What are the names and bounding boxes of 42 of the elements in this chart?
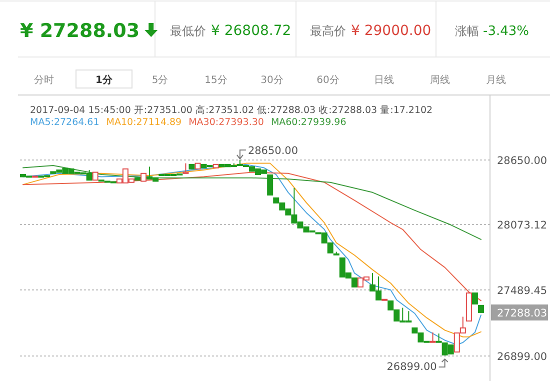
candlestick	[472, 292, 478, 304]
text: 15分	[204, 74, 228, 86]
candlestick	[140, 172, 147, 182]
text: 日线	[374, 74, 394, 86]
y-tick-label: 27489.45	[497, 284, 548, 297]
text: 60分	[316, 74, 340, 86]
text: 5分	[152, 74, 168, 86]
annotation: 26899.00	[386, 361, 437, 374]
candlestick	[478, 304, 484, 313]
candlestick	[194, 162, 201, 170]
text: -3.43%	[483, 24, 529, 39]
text: ¥ 26808.72	[211, 23, 292, 39]
candlestick	[134, 177, 141, 181]
candlestick	[267, 174, 274, 196]
candlestick	[430, 332, 436, 343]
text: 涨幅	[455, 24, 479, 38]
candlestick	[466, 292, 472, 322]
text: MA5:27264.61	[30, 117, 100, 128]
text: 最低价	[170, 24, 206, 38]
text: MA10:27114.89	[106, 117, 182, 128]
candlestick	[212, 164, 219, 168]
text: 月线	[486, 74, 506, 86]
text: 30分	[260, 74, 284, 86]
line-series	[22, 172, 482, 302]
y-tick-label: 26899.00	[497, 351, 548, 364]
line-series	[22, 165, 482, 240]
text: 周线	[430, 74, 450, 86]
candlestick	[188, 164, 195, 170]
y-tick-label: 28073.12	[497, 220, 548, 232]
candlestick	[182, 162, 189, 174]
text: ¥ 27288.03	[20, 20, 140, 42]
text: 27288.03	[497, 307, 548, 320]
text: 2017-09-04 15:45:00 开:27351.00 高:27351.02 低:27288.03 收:27288.03 量:17.2102	[30, 104, 433, 116]
text: MA60:27939.96	[270, 117, 346, 128]
y-tick-label: 28650.00	[497, 154, 548, 167]
text: 最高价	[310, 24, 346, 38]
text: MA30:27393.30	[188, 117, 264, 128]
text: 1分	[96, 74, 114, 86]
candlestick	[92, 172, 98, 181]
text: ¥ 29000.00	[351, 23, 432, 39]
annotation: 28650.00	[248, 144, 298, 157]
text: 分时	[34, 74, 54, 86]
